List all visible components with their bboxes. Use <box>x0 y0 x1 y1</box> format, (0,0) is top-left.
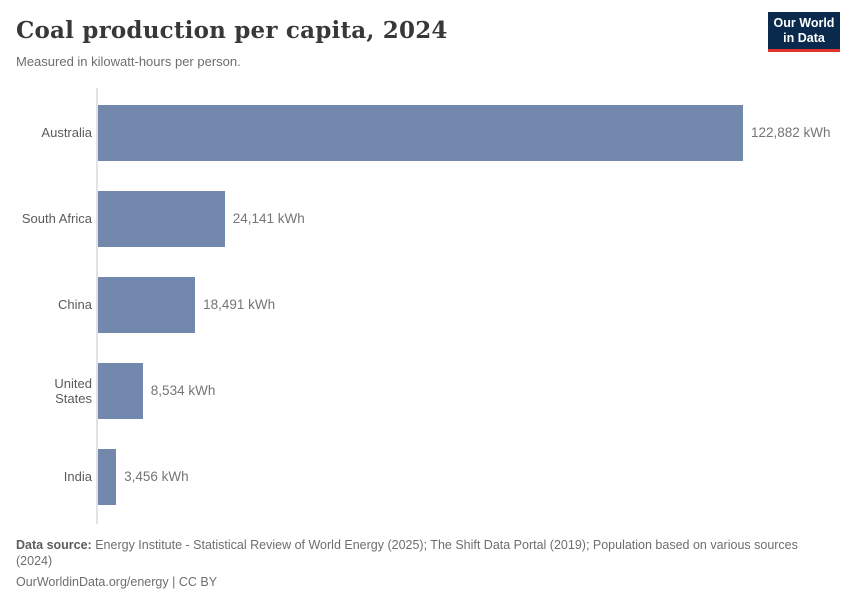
bar-chart: Australia 122,882 kWh South Africa 24,14… <box>16 87 834 524</box>
y-axis-line <box>96 87 98 524</box>
data-source-text: Energy Institute - Statistical Review of… <box>16 537 798 568</box>
category-label: China <box>58 297 92 313</box>
bar-track: 8,534 kWh <box>98 362 834 419</box>
value-label: 122,882 kWh <box>751 125 831 141</box>
value-label: 3,456 kWh <box>124 469 189 485</box>
bar-row: South Africa 24,141 kWh <box>16 176 834 262</box>
header: Coal production per capita, 2024 Measure… <box>16 12 840 69</box>
footer: Data source: Energy Institute - Statisti… <box>16 537 834 591</box>
bar-track: 24,141 kWh <box>98 190 834 247</box>
chart-title: Coal production per capita, 2024 <box>16 17 448 44</box>
data-source-line: Data source: Energy Institute - Statisti… <box>16 537 806 570</box>
chart-subtitle: Measured in kilowatt-hours per person. <box>16 53 241 69</box>
bar-track: 122,882 kWh <box>98 104 834 161</box>
bar-row: United States 8,534 kWh <box>16 348 834 434</box>
bar-row: China 18,491 kWh <box>16 262 834 348</box>
license-link[interactable]: CC BY <box>178 575 218 590</box>
category-label: India <box>63 469 92 485</box>
bar[interactable] <box>98 276 196 333</box>
owid-logo[interactable]: Our World in Data <box>768 12 840 52</box>
bar[interactable] <box>98 362 143 419</box>
owid-url-link[interactable]: OurWorldinData.org/energy <box>16 575 169 590</box>
value-label: 18,491 kWh <box>203 297 276 313</box>
footer-separator: | <box>168 575 179 590</box>
logo-text-line1: Our World <box>773 16 835 30</box>
logo-text-line2: in Data <box>783 31 825 45</box>
bar-row: Australia 122,882 kWh <box>16 90 834 176</box>
license-line: OurWorldinData.org/energy | CC BY <box>16 574 834 590</box>
bar-track: 3,456 kWh <box>98 448 834 505</box>
value-label: 8,534 kWh <box>150 383 216 399</box>
data-source-label: Data source: <box>16 537 92 552</box>
bar[interactable] <box>98 104 743 161</box>
value-label: 24,141 kWh <box>232 211 305 227</box>
bar-row: India 3,456 kWh <box>16 434 834 520</box>
bar-rows: Australia 122,882 kWh South Africa 24,14… <box>16 90 834 520</box>
bar[interactable] <box>98 448 117 505</box>
category-label: South Africa <box>21 211 92 227</box>
bar-track: 18,491 kWh <box>98 276 834 333</box>
category-label: United States <box>54 375 92 406</box>
bar[interactable] <box>98 190 225 247</box>
category-label: Australia <box>41 125 92 141</box>
